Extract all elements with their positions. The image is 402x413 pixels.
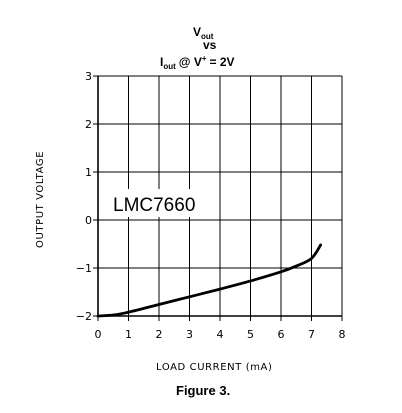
x-tick-label: 1: [125, 328, 132, 341]
x-tick-label: 6: [278, 328, 285, 341]
title-line-1: Vout: [193, 25, 214, 41]
annotation-background: [110, 189, 210, 217]
y-axis-label: OUTPUT VOLTAGE: [35, 151, 46, 248]
y-tick-label: −1: [76, 262, 92, 275]
title-sup: +: [202, 54, 207, 63]
y-tick-label: 1: [85, 166, 92, 179]
x-tick-label: 5: [247, 328, 254, 341]
chart-annotation: LMC7660: [113, 195, 195, 216]
y-tick-label: 2: [85, 118, 92, 131]
x-tick-label: 8: [339, 328, 346, 341]
x-tick-label: 3: [186, 328, 193, 341]
grid: [93, 75, 343, 321]
x-tick-label: 2: [156, 328, 163, 341]
tick-labels: 0 1 2 3 4 5 6 7 8 −2 −1 0 1 2 3: [76, 70, 346, 341]
series-line-0: [96, 243, 323, 318]
x-tick-label: 4: [217, 328, 224, 341]
title-iout-sub: out: [163, 62, 176, 71]
figure-caption: Figure 3.: [176, 383, 230, 398]
x-axis-label: LOAD CURRENT (mA): [156, 362, 273, 373]
title-line-3: Iout @ V+ = 2V: [160, 54, 235, 71]
title-vout-sub: out: [201, 32, 214, 41]
x-tick-label: 0: [95, 328, 102, 341]
title-vout-main: V: [193, 25, 201, 39]
y-tick-label: 0: [85, 214, 92, 227]
title-end: = 2V: [210, 55, 235, 69]
series-layer: [96, 243, 323, 318]
chart-title: Vout vs Iout @ V+ = 2V: [160, 25, 235, 71]
title-iout-main: I: [160, 55, 163, 69]
title-line-2: vs: [203, 38, 217, 52]
title-at: @ V: [179, 55, 202, 69]
y-tick-label: 3: [85, 70, 92, 83]
y-tick-label: −2: [76, 310, 92, 323]
x-tick-label: 7: [308, 328, 315, 341]
